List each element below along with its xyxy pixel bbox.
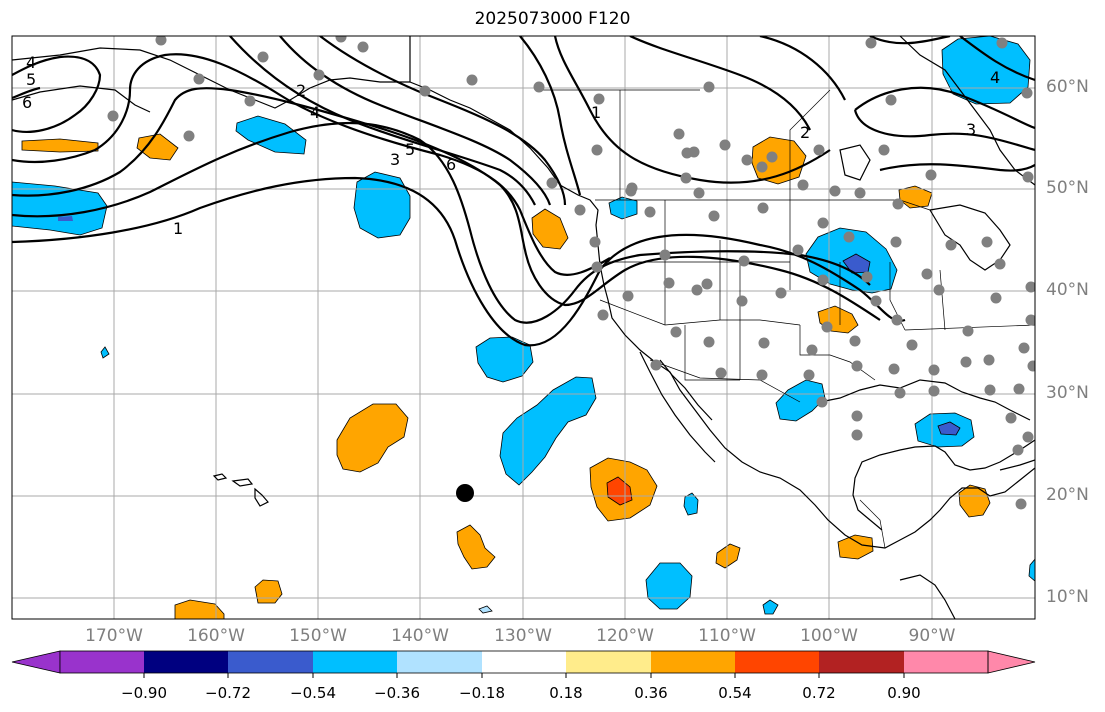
colorbar — [11, 650, 1036, 678]
colorbar-tick-label: −0.72 — [205, 684, 251, 702]
longitude-label: 170°W — [85, 626, 143, 646]
contour-label: 5 — [405, 140, 415, 159]
contour-label: 2 — [296, 81, 306, 100]
latitude-label: 20°N — [1046, 485, 1089, 505]
contour-label: 4 — [310, 103, 320, 122]
colorbar-tick-label: −0.90 — [121, 684, 167, 702]
map-frame — [11, 35, 1036, 620]
longitude-label: 150°W — [289, 626, 347, 646]
contour-label: 6 — [22, 93, 32, 112]
contour-label: 4 — [990, 68, 1000, 87]
latitude-label: 30°N — [1046, 383, 1089, 403]
contour-label-group: 4 5 6 1 2 3 4 5 6 1 2 3 4 — [22, 53, 1000, 238]
colorbar-tick-label: −0.36 — [374, 684, 420, 702]
contour-label: 5 — [26, 70, 36, 89]
latitude-label: 50°N — [1046, 178, 1089, 198]
colorbar-segment — [651, 651, 735, 673]
colorbar-tick-label: −0.18 — [459, 684, 505, 702]
longitude-label: 110°W — [698, 626, 756, 646]
latitude-label: 40°N — [1046, 280, 1089, 300]
colorbar-segment — [735, 651, 819, 673]
colorbar-segment — [11, 650, 61, 674]
latitude-label: 60°N — [1046, 77, 1089, 97]
colorbar-tick-label: 0.36 — [634, 684, 668, 702]
colorbar-tick-label: 0.90 — [887, 684, 921, 702]
latitude-label: 10°N — [1046, 587, 1089, 607]
longitude-label: 90°W — [908, 626, 956, 646]
contour-label: 4 — [26, 53, 36, 72]
colorbar-segment — [482, 651, 566, 673]
anomaly-fills — [12, 36, 1035, 619]
contour-label: 3 — [966, 120, 976, 139]
contour-label: 1 — [591, 103, 601, 122]
colorbar-tick-label: −0.54 — [290, 684, 336, 702]
map-title: 2025073000 F120 — [474, 9, 631, 29]
contour-label: 2 — [800, 123, 810, 142]
longitude-label: 100°W — [800, 626, 858, 646]
longitude-label: 120°W — [596, 626, 654, 646]
longitude-label: 140°W — [391, 626, 449, 646]
colorbar-segment — [987, 650, 1036, 674]
contour-lines — [12, 36, 1035, 347]
colorbar-tick-label: 0.72 — [802, 684, 836, 702]
colorbar-tick-label: 0.54 — [718, 684, 752, 702]
contour-label: 1 — [173, 219, 183, 238]
longitude-label: 160°W — [187, 626, 245, 646]
colorbar-segment — [819, 651, 904, 673]
contour-label: 3 — [390, 150, 400, 169]
colorbar-segment — [904, 651, 988, 673]
colorbar-segment — [566, 651, 651, 673]
colorbar-segment — [144, 651, 228, 673]
colorbar-segment — [228, 651, 313, 673]
colorbar-tick-label: 0.18 — [549, 684, 583, 702]
contour-label: 6 — [446, 155, 456, 174]
storm-center-marker — [456, 484, 474, 502]
colorbar-segment — [397, 651, 482, 673]
longitude-label: 130°W — [494, 626, 552, 646]
colorbar-segment — [60, 651, 144, 673]
station-markers — [107, 36, 1035, 510]
colorbar-segment — [313, 651, 397, 673]
